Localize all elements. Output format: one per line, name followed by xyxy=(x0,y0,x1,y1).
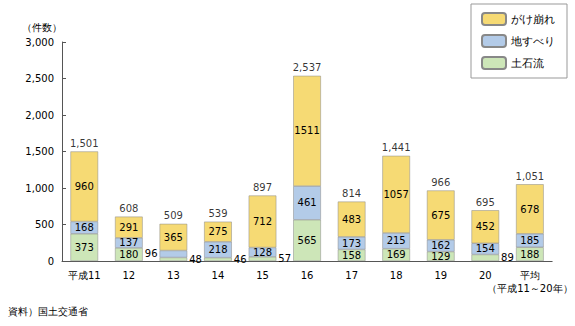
svg-text:509: 509 xyxy=(164,210,183,221)
svg-text:（件数）: （件数） xyxy=(22,22,62,33)
svg-text:1511: 1511 xyxy=(294,125,319,136)
svg-text:173: 173 xyxy=(342,238,361,249)
svg-text:180: 180 xyxy=(119,249,138,260)
svg-text:712: 712 xyxy=(253,216,272,227)
svg-text:1,501: 1,501 xyxy=(70,138,99,149)
svg-text:675: 675 xyxy=(431,210,450,221)
svg-text:169: 169 xyxy=(387,249,406,260)
svg-text:地すべり: 地すべり xyxy=(510,35,555,48)
svg-text:565: 565 xyxy=(298,235,317,246)
svg-text:2,500: 2,500 xyxy=(25,73,54,84)
svg-text:2,000: 2,000 xyxy=(25,110,54,121)
svg-text:3,000: 3,000 xyxy=(25,37,54,48)
svg-text:215: 215 xyxy=(387,235,406,246)
svg-text:129: 129 xyxy=(431,251,450,262)
svg-text:16: 16 xyxy=(301,270,314,281)
svg-text:168: 168 xyxy=(75,222,94,233)
svg-text:14: 14 xyxy=(212,270,225,281)
svg-text:461: 461 xyxy=(298,197,317,208)
svg-text:1,000: 1,000 xyxy=(25,183,54,194)
svg-text:20: 20 xyxy=(479,270,492,281)
svg-text:128: 128 xyxy=(253,247,272,258)
svg-text:（平成11～20年）: （平成11～20年） xyxy=(487,283,572,294)
svg-text:188: 188 xyxy=(520,249,539,260)
svg-text:897: 897 xyxy=(253,182,272,193)
svg-text:13: 13 xyxy=(167,270,180,281)
svg-text:539: 539 xyxy=(208,208,227,219)
svg-text:2,537: 2,537 xyxy=(293,62,322,73)
svg-text:185: 185 xyxy=(520,235,539,246)
svg-text:17: 17 xyxy=(345,270,358,281)
svg-text:678: 678 xyxy=(520,204,539,215)
svg-text:373: 373 xyxy=(75,242,94,253)
svg-text:19: 19 xyxy=(434,270,447,281)
svg-text:365: 365 xyxy=(164,232,183,243)
svg-text:平成11: 平成11 xyxy=(68,270,101,281)
svg-text:土石流: 土石流 xyxy=(511,57,544,70)
svg-text:154: 154 xyxy=(476,243,495,254)
svg-text:1057: 1057 xyxy=(383,189,408,200)
svg-text:483: 483 xyxy=(342,214,361,225)
svg-text:137: 137 xyxy=(119,237,138,248)
svg-text:46: 46 xyxy=(234,254,247,265)
svg-text:1,441: 1,441 xyxy=(382,142,411,153)
svg-text:960: 960 xyxy=(75,181,94,192)
svg-text:平均: 平均 xyxy=(520,270,540,281)
svg-text:608: 608 xyxy=(119,203,138,214)
svg-text:1,500: 1,500 xyxy=(25,146,54,157)
svg-text:18: 18 xyxy=(390,270,403,281)
svg-text:275: 275 xyxy=(208,226,227,237)
svg-text:966: 966 xyxy=(431,177,450,188)
svg-text:89: 89 xyxy=(501,252,514,263)
svg-text:がけ崩れ: がけ崩れ xyxy=(511,13,555,26)
svg-text:96: 96 xyxy=(145,248,158,259)
svg-text:0: 0 xyxy=(48,256,54,267)
svg-text:48: 48 xyxy=(189,254,202,265)
svg-text:資料）国土交通省: 資料）国土交通省 xyxy=(8,306,88,317)
svg-text:162: 162 xyxy=(431,240,450,251)
svg-text:814: 814 xyxy=(342,188,361,199)
svg-text:12: 12 xyxy=(122,270,135,281)
svg-text:57: 57 xyxy=(278,253,291,264)
svg-text:695: 695 xyxy=(476,197,495,208)
svg-text:452: 452 xyxy=(476,221,495,232)
svg-text:158: 158 xyxy=(342,250,361,261)
svg-text:1,051: 1,051 xyxy=(516,171,545,182)
svg-text:500: 500 xyxy=(35,219,54,230)
svg-text:218: 218 xyxy=(208,244,227,255)
svg-text:15: 15 xyxy=(256,270,269,281)
svg-text:291: 291 xyxy=(119,222,138,233)
